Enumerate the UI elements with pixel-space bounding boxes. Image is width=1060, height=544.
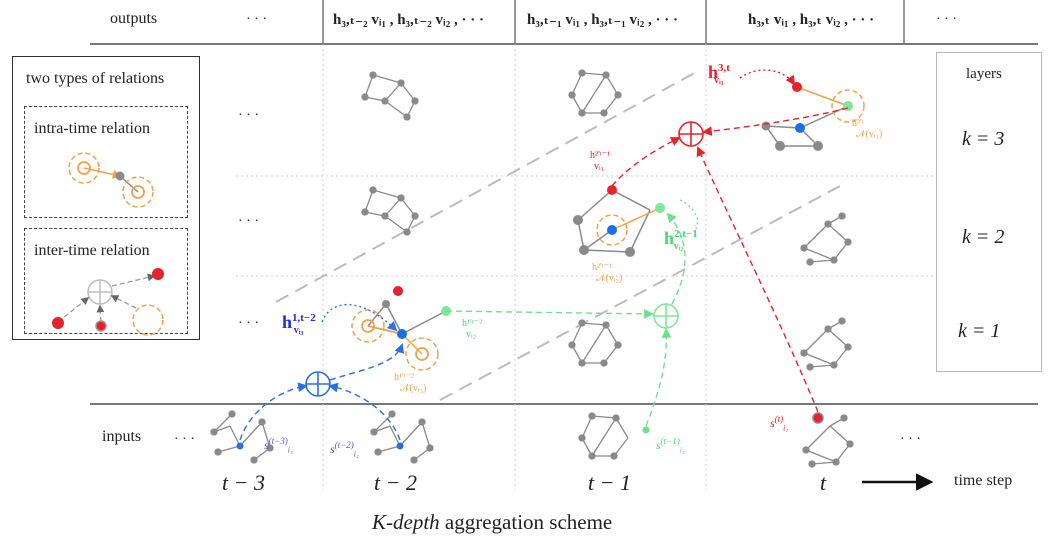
graph-t1-row3 — [568, 69, 622, 117]
k3-flows — [611, 107, 849, 413]
tick-t-minus-3: t − 3 — [222, 470, 265, 495]
layer-k1-label: k = 1 — [958, 320, 1001, 342]
layer1-graph-t2 — [351, 286, 451, 371]
header-cell-t: h₃,ₜ vᵢ₁ , h₃,ₜ vᵢ₂ , · · · — [748, 12, 875, 28]
oplus-k2 — [653, 303, 679, 329]
s-t2-label: s(t−2)i₃ — [330, 440, 359, 459]
intra-time-label: intra-time relation — [34, 120, 150, 137]
graph-t-row1 — [800, 317, 852, 371]
oplus-k1 — [305, 371, 331, 397]
diagonal-guides — [275, 69, 841, 401]
s-t3-label: s(t−3)i₃ — [264, 436, 293, 455]
mini-graphs — [210, 69, 854, 468]
header-ellipsis-right: · · · — [936, 12, 957, 27]
legend-title: two types of relations — [26, 70, 165, 87]
time-step-label: time step — [954, 472, 1013, 489]
graph-t2-row3 — [361, 71, 419, 121]
layer3-graph-t — [761, 82, 865, 151]
s-t-label: s(t)i₁ — [770, 414, 789, 433]
row2-ellipsis: · · · — [238, 214, 259, 229]
k3-self-loop — [739, 69, 796, 86]
layers-legend — [936, 52, 1042, 372]
graph-t1-row1 — [568, 319, 622, 367]
inputs-label: inputs — [102, 428, 142, 445]
inputs-ellipsis-left: · · · — [174, 432, 195, 447]
figure-caption: K-depth aggregation scheme — [372, 510, 612, 535]
graph-input-t — [802, 414, 854, 468]
h1-neighbor-t2-label: h¹'ᵗ⁻² 𝒩(vᵢ₃) — [394, 372, 427, 394]
inter-time-label: inter-time relation — [34, 242, 150, 259]
inputs-ellipsis-right: · · · — [900, 432, 921, 447]
header-cell-t1: h₃,ₜ₋₁ vᵢ₁ , h₃,ₜ₋₁ vᵢ₂ , · · · — [527, 12, 678, 28]
h2-neighbor-t1-label: h²'ᵗ⁻¹ 𝒩(vᵢ₂) — [592, 262, 623, 284]
oplus-k3 — [678, 121, 704, 147]
input-node-t3 — [236, 442, 244, 450]
caption-italic: K-depth — [372, 510, 440, 534]
graph-t-row2 — [800, 212, 852, 266]
row1-ellipsis: · · · — [238, 316, 259, 331]
header-cell-t2: h₃,ₜ₋₂ vᵢ₁ , h₃,ₜ₋₂ vᵢ₂ , · · · — [333, 12, 484, 28]
h1-vi2-t2-label: h¹'ᵗ⁻² vᵢ₂ — [462, 318, 482, 340]
header-ellipsis-left: · · · — [246, 12, 267, 27]
h3-neighbor-t-label: h³'ᵗ 𝒩(vᵢ₁) — [852, 118, 883, 140]
row-guides — [236, 175, 1020, 277]
tick-t: t — [820, 470, 827, 495]
graph-input-t2 — [370, 410, 434, 464]
tick-t-minus-2: t − 2 — [374, 470, 417, 495]
input-node-t2 — [396, 442, 404, 450]
h2-t1-label: h2,t−1vᵢ₂ — [664, 228, 698, 252]
graph-input-t1 — [578, 412, 629, 460]
outputs-label: outputs — [110, 10, 158, 27]
s-t1-label: s(t−1)i₂ — [656, 436, 685, 455]
row3-ellipsis: · · · — [238, 108, 259, 123]
tick-t-minus-1: t − 1 — [588, 470, 631, 495]
layer-k2-label: k = 2 — [962, 226, 1005, 248]
layer2-graph-t1 — [573, 185, 665, 257]
h3-t-label: h3,tvᵢ₁ — [708, 62, 730, 86]
intra-time-box — [24, 106, 188, 218]
graph-t2-row2 — [361, 186, 419, 236]
caption-rest: aggregation scheme — [439, 510, 613, 534]
k1-self-loop — [321, 303, 398, 332]
k1-flows — [239, 343, 405, 441]
k2-flows — [445, 212, 686, 427]
graph-input-t3 — [210, 410, 274, 464]
h1-t2-label: h1,t−2vᵢ₃ — [282, 312, 316, 336]
column-guides — [322, 44, 707, 490]
input-node-t1 — [642, 426, 650, 434]
layers-title: layers — [966, 66, 1002, 82]
input-node-t — [812, 412, 824, 424]
layer-k3-label: k = 3 — [962, 128, 1005, 150]
inter-time-box — [24, 228, 188, 334]
h2-vi1-t1-label: h²'ᵗ⁻¹ vᵢ₁ — [590, 150, 610, 172]
